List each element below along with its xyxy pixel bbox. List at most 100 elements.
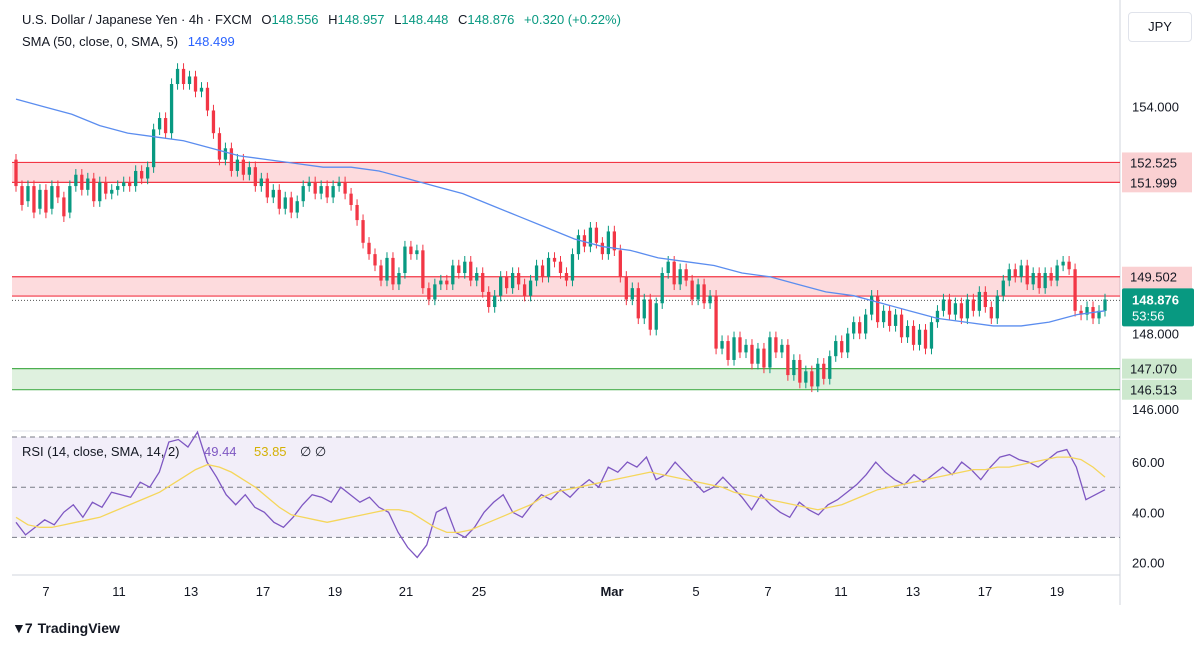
candle-body	[696, 284, 700, 300]
candle-body	[1013, 269, 1017, 277]
currency-button[interactable]: JPY	[1128, 12, 1192, 42]
candle-body	[858, 322, 862, 334]
price-tag-bg	[1122, 172, 1192, 193]
tradingview-logo[interactable]: ▼7 TradingView	[12, 620, 120, 636]
sma-legend[interactable]: SMA (50, close, 0, SMA, 5) 148.499	[22, 34, 241, 49]
time-axis-tick: 17	[978, 584, 992, 599]
candle-body	[32, 186, 36, 213]
candle-body	[331, 186, 335, 198]
zone-support-2	[12, 368, 1120, 390]
candle-body	[864, 314, 868, 334]
candle-body	[50, 186, 54, 209]
candle-body	[80, 174, 84, 190]
candle-body	[977, 291, 981, 311]
candle-body	[887, 310, 892, 326]
candle-body	[421, 250, 425, 289]
time-axis-tick: 7	[42, 584, 49, 599]
candle-body	[600, 242, 605, 255]
candle-body	[576, 235, 581, 255]
candle-body	[792, 359, 796, 376]
zone-resistance-0	[12, 162, 1120, 183]
candle-body	[349, 193, 353, 205]
tradingview-icon: ▼7	[12, 620, 33, 636]
candle-body	[965, 299, 970, 319]
price-tag-bg	[1122, 358, 1192, 379]
candle-body	[678, 269, 682, 285]
sma-label: SMA (50, close, 0, SMA, 5)	[22, 34, 179, 49]
candle-body	[780, 344, 784, 353]
candle-body	[941, 299, 946, 311]
candle-body	[110, 189, 114, 194]
high-label: H	[328, 12, 338, 27]
candle-body	[439, 280, 443, 285]
candle-body	[618, 250, 622, 277]
candle-body	[140, 170, 144, 179]
candle-body	[493, 295, 497, 308]
candle-body	[905, 325, 910, 338]
candle-body	[1085, 307, 1089, 315]
candle-body	[487, 291, 491, 308]
candle-body	[726, 341, 730, 360]
rsi-axis-tick: 20.00	[1132, 555, 1165, 570]
candle-body	[624, 276, 628, 300]
candle-body	[199, 87, 204, 92]
candle-body	[588, 227, 593, 247]
time-axis-tick: Mar	[600, 584, 623, 599]
candle-body	[995, 295, 999, 319]
candle-body	[875, 295, 880, 323]
rsi-extra: ∅ ∅	[300, 444, 326, 459]
candle-body	[899, 314, 904, 338]
rsi-line	[15, 430, 1106, 559]
candle-body	[804, 371, 808, 383]
candle-body	[169, 84, 174, 134]
high-value: 148.957	[337, 12, 385, 27]
candle-body	[181, 68, 186, 85]
candle-body	[929, 322, 934, 349]
last-price-label: 148.876	[1132, 292, 1179, 307]
candle-body	[187, 76, 192, 85]
candle-body	[157, 118, 162, 130]
countdown-label: 53:56	[1132, 308, 1165, 323]
candle-body	[552, 257, 557, 262]
candle-body	[217, 133, 222, 160]
candle-body	[684, 269, 688, 281]
candle-body	[409, 246, 413, 255]
candle-body	[92, 178, 96, 202]
candle-body	[325, 186, 329, 198]
candle-body	[1103, 299, 1107, 311]
candle-body	[983, 291, 987, 308]
candle-body	[295, 201, 299, 213]
candle-body	[846, 333, 850, 353]
candle-body	[319, 186, 323, 194]
time-axis-tick: 5	[692, 584, 699, 599]
zone-upper-label: 149.502	[1130, 270, 1177, 285]
rsi-axis-tick: 40.00	[1132, 505, 1165, 520]
candle-body	[427, 288, 431, 300]
candle-body	[564, 273, 569, 281]
candle-body	[1025, 265, 1029, 285]
time-axis-tick: 11	[112, 584, 126, 599]
candle-body	[1001, 280, 1005, 296]
candle-body	[786, 344, 790, 376]
candle-body	[893, 314, 898, 326]
rsi-ma-line	[15, 456, 1106, 534]
candle-body	[337, 182, 341, 187]
candle-body	[672, 261, 676, 285]
candle-body	[642, 299, 646, 319]
low-label: L	[394, 12, 402, 27]
candle-body	[56, 186, 60, 198]
candle-body	[1079, 310, 1083, 315]
time-axis-tick: 21	[399, 584, 413, 599]
candle-body	[433, 284, 437, 300]
candle-body	[355, 204, 359, 221]
price-tag-bg	[1122, 379, 1192, 400]
candle-body	[971, 299, 976, 311]
candle-body	[1097, 310, 1101, 319]
candle-body	[744, 344, 748, 353]
candle-body	[774, 337, 778, 353]
candle-body	[1031, 273, 1035, 285]
rsi-value: 49.44	[204, 444, 237, 459]
candle-body	[128, 182, 132, 187]
candle-body	[582, 235, 587, 247]
candle-body	[122, 182, 126, 187]
